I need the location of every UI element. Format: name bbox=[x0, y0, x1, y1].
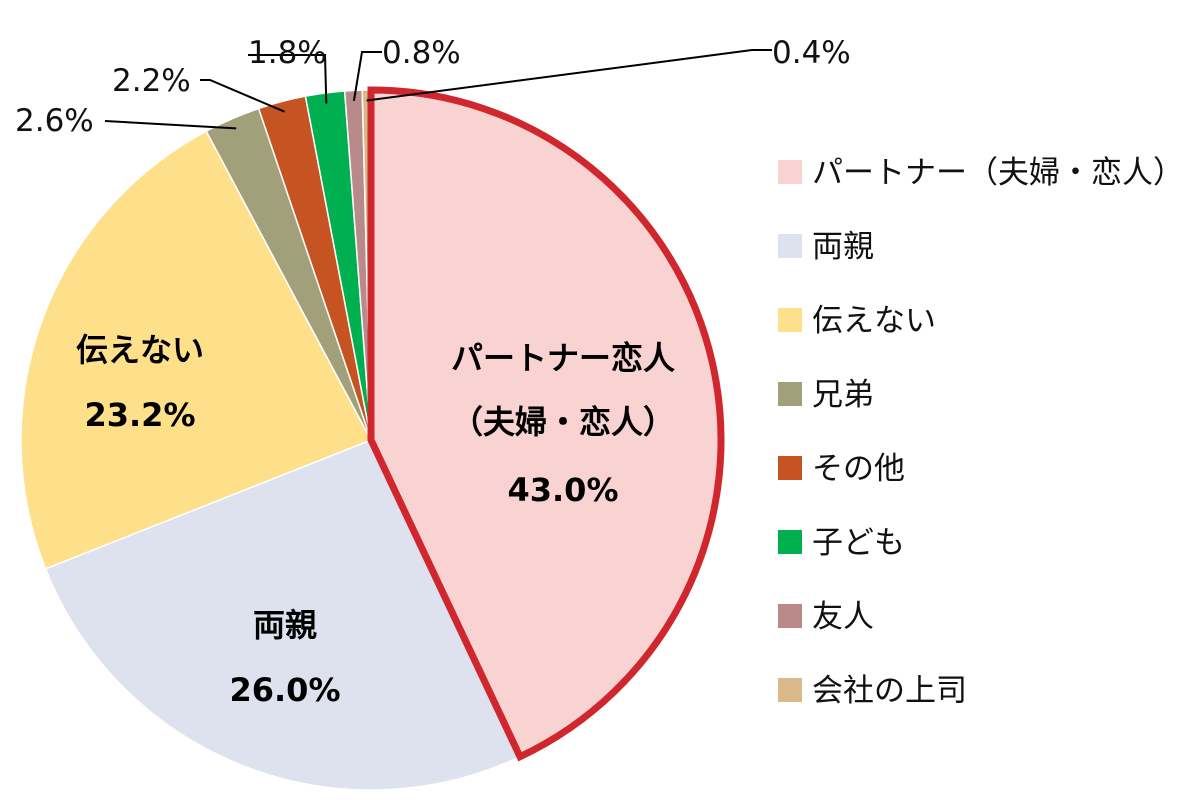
leader-line bbox=[352, 51, 382, 102]
legend-label: 両親 bbox=[812, 229, 874, 265]
data-label-value: 2.2% bbox=[112, 63, 191, 99]
leader-lines bbox=[104, 49, 772, 130]
data-label-value: 0.4% bbox=[772, 35, 851, 71]
data-label-category: 伝えない bbox=[76, 331, 204, 369]
legend-swatch bbox=[778, 678, 802, 702]
leader-line bbox=[248, 54, 328, 104]
highlight-outline-slice bbox=[367, 86, 725, 762]
data-label-value: 43.0% bbox=[507, 471, 618, 509]
data-label-value: 23.2% bbox=[84, 396, 195, 434]
legend-swatch bbox=[778, 382, 802, 406]
legend-swatch bbox=[778, 234, 802, 258]
data-label-category: （夫婦・恋人） bbox=[451, 403, 675, 441]
legend-label: パートナー（夫婦・恋人） bbox=[812, 155, 1184, 191]
data-label-value: 0.8% bbox=[382, 35, 461, 71]
pie-slices bbox=[20, 89, 722, 791]
highlight-outline bbox=[367, 86, 725, 762]
data-label-value: 26.0% bbox=[229, 671, 340, 709]
leader-line bbox=[104, 120, 237, 130]
legend-swatch bbox=[778, 456, 802, 480]
inside-labels: パートナー恋人 （夫婦・恋人） 43.0% 両親 26.0% 伝えない 23.2% bbox=[76, 331, 675, 709]
legend-swatch bbox=[778, 160, 802, 184]
leader-line bbox=[200, 79, 285, 113]
legend-label: 子ども bbox=[812, 525, 905, 561]
slice-1 bbox=[44, 439, 522, 791]
legend-label: 伝えない bbox=[812, 303, 936, 339]
leader-line bbox=[366, 49, 772, 102]
data-label-category: パートナー恋人 bbox=[451, 339, 675, 377]
legend-swatch bbox=[778, 530, 802, 554]
legend-label: 会社の上司 bbox=[812, 673, 967, 709]
outside-labels: 2.6% 2.2% 1.8% 0.8% 0.4% bbox=[15, 35, 851, 139]
legend-label: その他 bbox=[812, 451, 905, 487]
slice-2 bbox=[20, 130, 373, 570]
data-label-category: 両親 bbox=[253, 606, 317, 644]
legend-swatch bbox=[778, 604, 802, 628]
legend-label: 友人 bbox=[812, 599, 874, 635]
data-label-value: 2.6% bbox=[15, 103, 94, 139]
data-label-value: 1.8% bbox=[248, 35, 327, 71]
legend-label: 兄弟 bbox=[812, 377, 874, 413]
legend-swatch bbox=[778, 308, 802, 332]
